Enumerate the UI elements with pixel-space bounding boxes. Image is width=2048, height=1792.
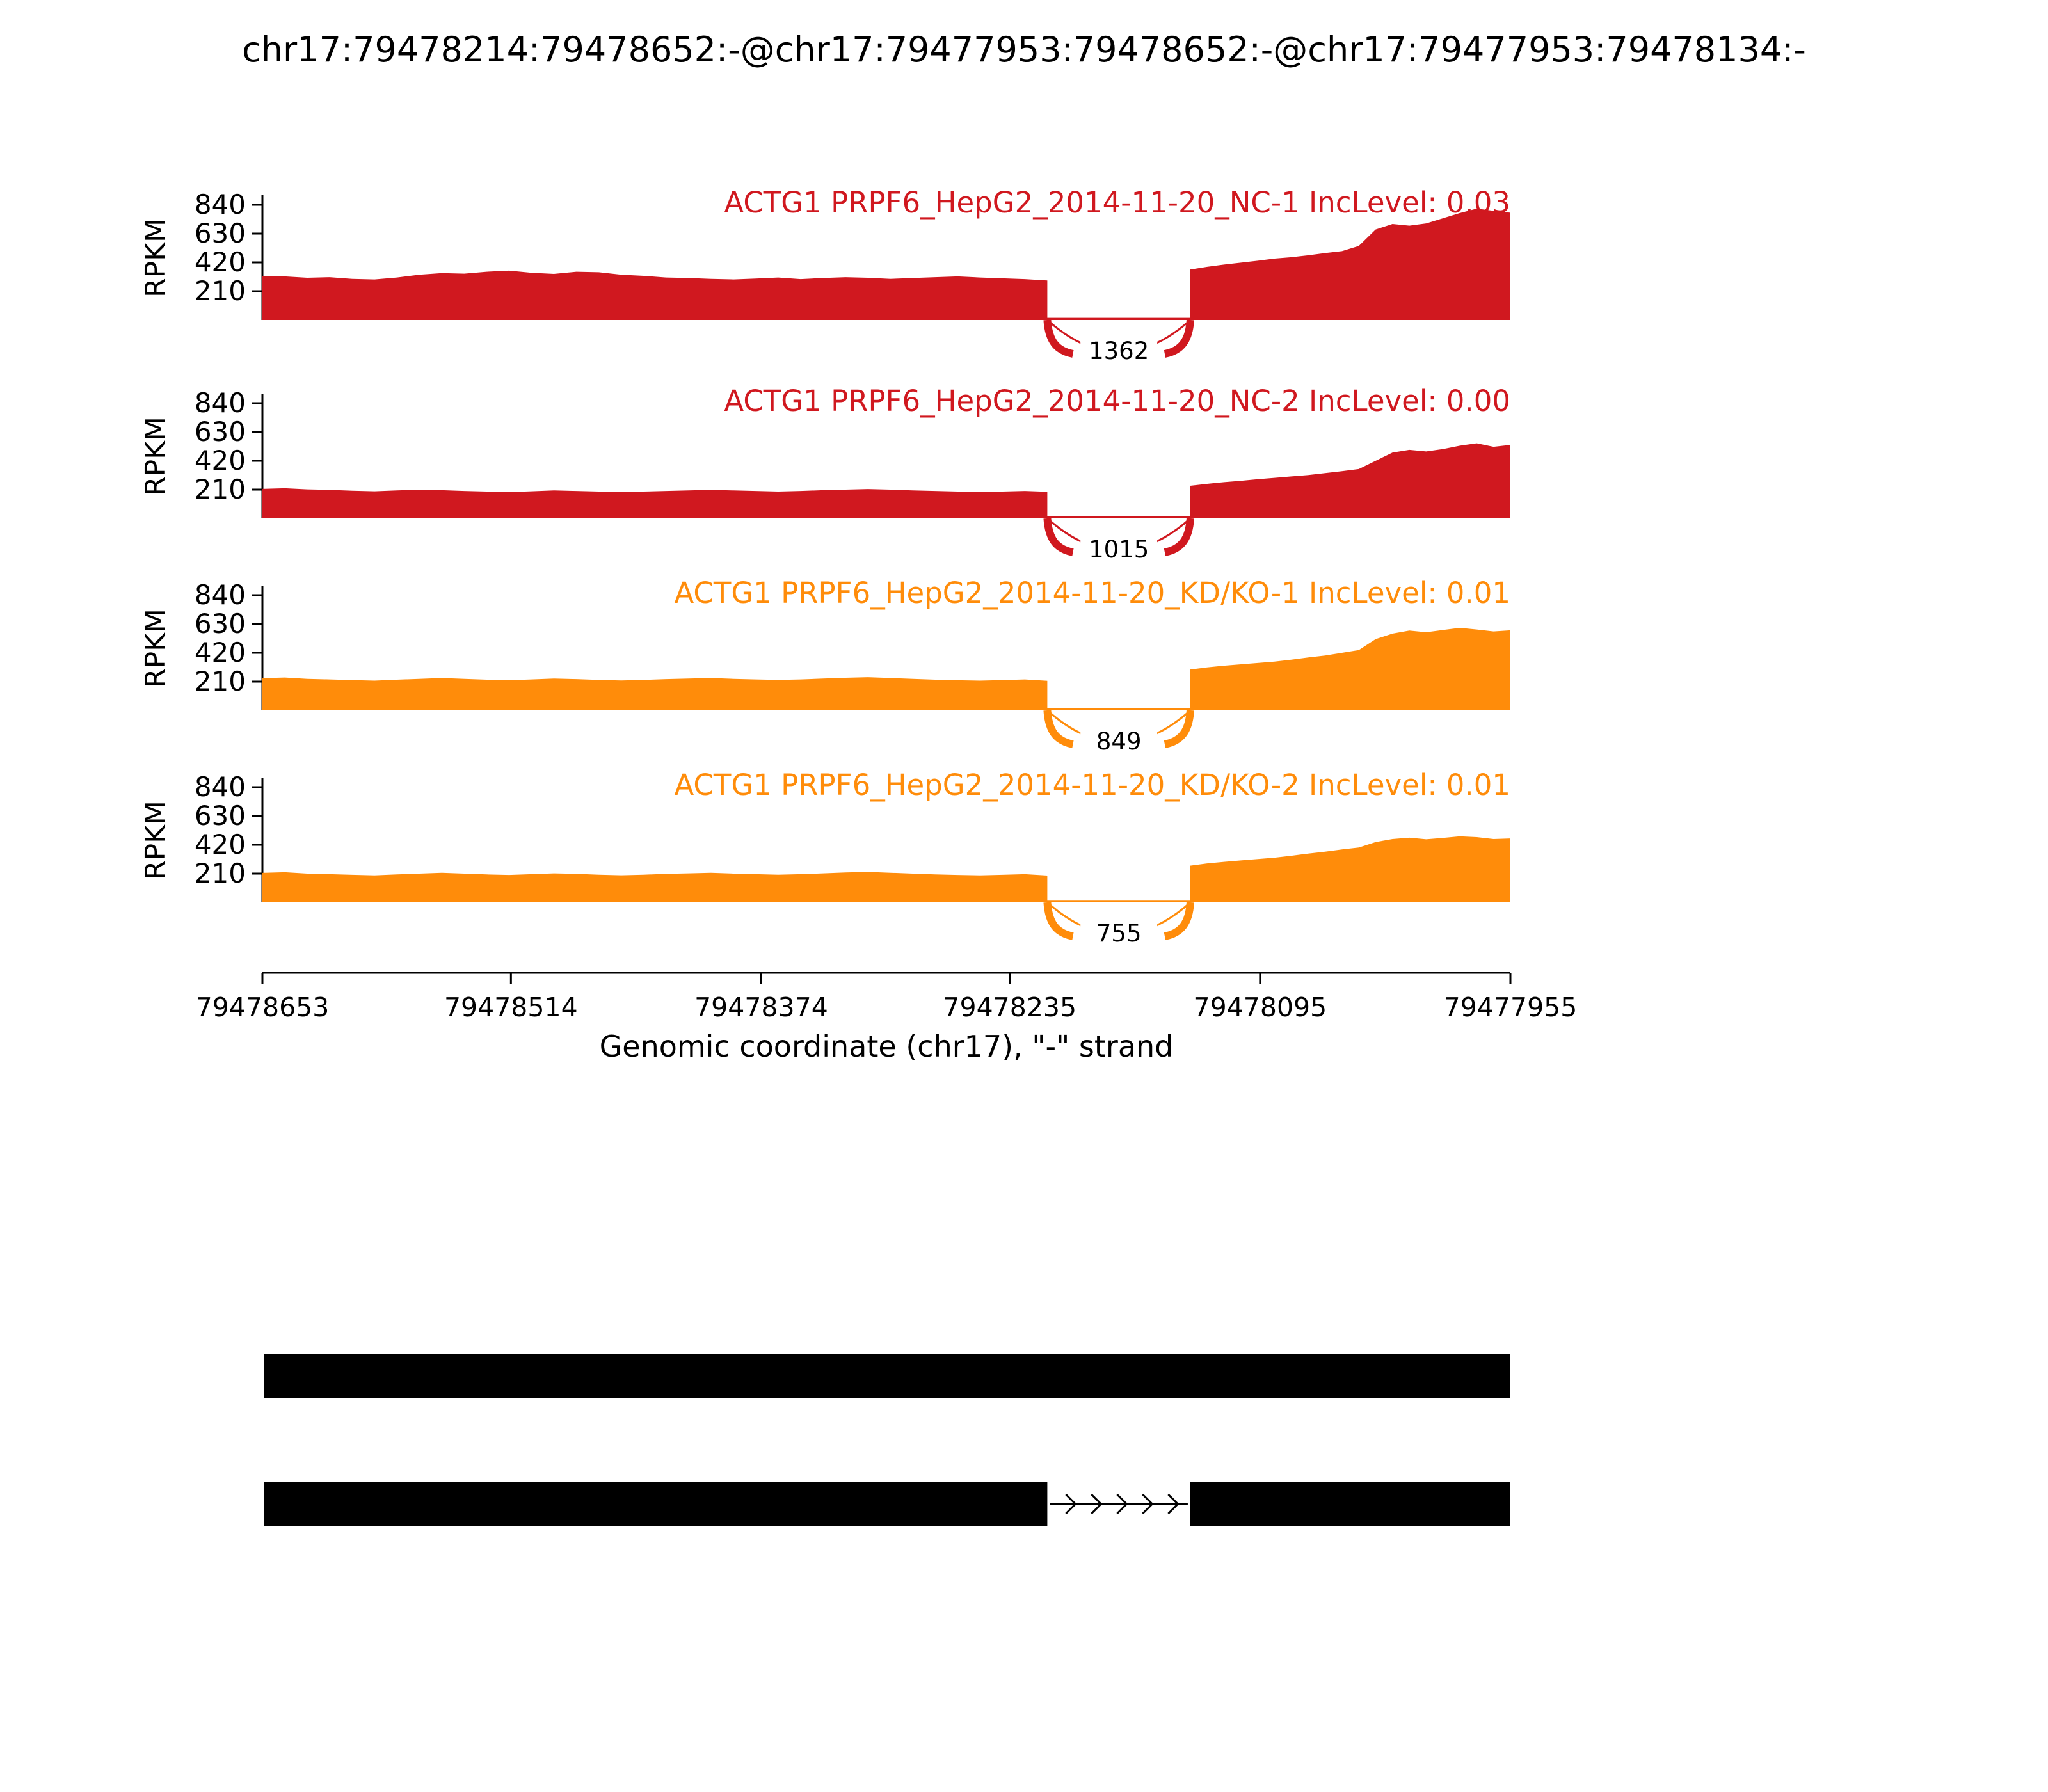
y-axis-title: RPKM [140,417,172,496]
y-tick-label: 420 [195,829,246,860]
plot-title: chr17:79478214:79478652:-@chr17:79477953… [242,29,1806,70]
junction-arc-left-hook [1043,518,1074,556]
x-tick-label: 79478514 [444,992,578,1023]
junction-arc-left-hook [1043,902,1074,940]
y-tick-label: 210 [195,858,246,889]
coverage-area [262,443,1510,518]
junction-count: 849 [1096,728,1142,755]
exon-bar [264,1482,1048,1526]
junction-count: 1015 [1089,536,1149,563]
y-tick-label: 630 [195,608,246,639]
coverage-area [262,209,1510,320]
y-tick-label: 840 [195,579,246,611]
intron-direction-arrow-icon [1116,1493,1128,1515]
track-label: ACTG1 PRPF6_HepG2_2014-11-20_NC-1 IncLev… [724,186,1510,220]
junction-count: 755 [1096,920,1142,947]
intron-direction-arrow-icon [1167,1493,1180,1515]
junction-count-bg [1080,727,1158,754]
intron-direction-arrow-icon [1065,1493,1077,1515]
junction-arc-left-hook [1043,710,1074,748]
y-tick-label: 630 [195,218,246,249]
intron-direction-arrow-icon [1091,1493,1103,1515]
y-tick-label: 840 [195,189,246,220]
exon-bar [1190,1482,1510,1526]
junction-arc-left-hook [1043,319,1074,358]
junction-count: 1362 [1089,337,1149,365]
y-tick-label: 210 [195,666,246,697]
x-tick-label: 79477955 [1444,992,1578,1023]
x-tick-label: 79478653 [196,992,330,1023]
y-tick-label: 630 [195,800,246,831]
junction-count-bg [1080,535,1158,562]
y-tick-label: 210 [195,275,246,307]
exon-bar [264,1354,1510,1398]
x-tick-label: 79478095 [1194,992,1327,1023]
y-axis-title: RPKM [140,801,172,880]
track-label: ACTG1 PRPF6_HepG2_2014-11-20_KD/KO-2 Inc… [674,768,1510,802]
y-tick-label: 840 [195,771,246,803]
junction-arc-right-hook [1164,710,1194,748]
y-tick-label: 840 [195,387,246,419]
x-tick-label: 79478374 [694,992,828,1023]
coverage-area [262,836,1510,902]
y-tick-label: 420 [195,246,246,278]
track-label: ACTG1 PRPF6_HepG2_2014-11-20_KD/KO-1 Inc… [674,576,1510,610]
y-tick-label: 630 [195,416,246,447]
y-tick-label: 420 [195,637,246,668]
y-axis-title: RPKM [140,609,172,688]
x-tick-label: 79478235 [943,992,1076,1023]
y-tick-label: 210 [195,474,246,505]
coverage-area [262,628,1510,710]
x-axis-label: Genomic coordinate (chr17), "-" strand [599,1029,1174,1064]
junction-count-bg [1080,919,1158,946]
intron-direction-arrow-icon [1142,1493,1154,1515]
junction-arc-right-hook [1164,518,1194,556]
y-axis-title: RPKM [140,218,172,298]
junction-arc-right-hook [1164,319,1194,358]
junction-arc-right-hook [1164,902,1194,940]
junction-count-bg [1080,337,1158,364]
y-tick-label: 420 [195,445,246,476]
track-label: ACTG1 PRPF6_HepG2_2014-11-20_NC-2 IncLev… [724,384,1510,418]
